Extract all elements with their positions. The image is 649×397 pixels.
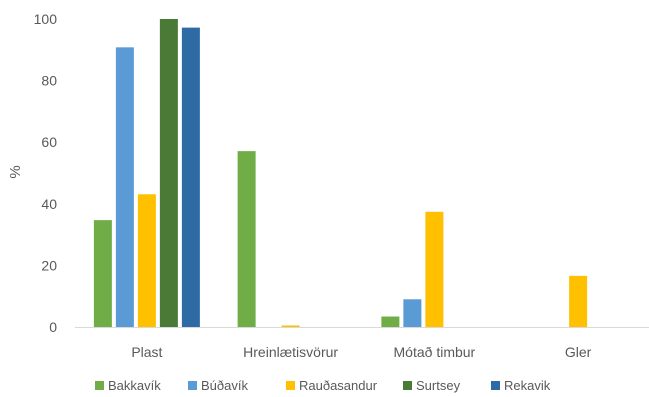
legend-label: Búðavík: [201, 378, 248, 393]
y-tick-label: 100: [34, 11, 58, 27]
bar-2-2: [425, 211, 444, 327]
category-label: Hreinlætisvörur: [243, 344, 338, 360]
legend-swatch: [491, 381, 500, 390]
category-label: Plast: [131, 344, 162, 360]
bar-2-0: [381, 316, 400, 327]
y-tick-label: 60: [41, 134, 57, 150]
legend-swatch: [95, 381, 104, 390]
bar-0-1: [115, 47, 134, 327]
y-tick-label: 20: [41, 257, 57, 273]
legend-swatch: [188, 381, 197, 390]
bar-3-2: [569, 275, 588, 327]
legend-label: Surtsey: [416, 378, 461, 393]
bar-0-0: [93, 220, 112, 327]
y-tick-label: 40: [41, 196, 57, 212]
bar-0-2: [137, 194, 156, 327]
legend-swatch: [403, 381, 412, 390]
legend-label: Rauðasandur: [299, 378, 378, 393]
bar-1-2: [281, 325, 300, 327]
y-tick-label: 80: [41, 73, 57, 89]
bar-2-1: [403, 299, 422, 327]
legend: Bakkavík Búðavík Rauðasandur Surtsey Rekavik: [95, 378, 551, 393]
y-tick-label: 0: [49, 319, 57, 335]
category-label: Gler: [565, 344, 592, 360]
legend-label: Bakkavík: [108, 378, 161, 393]
category-label: Mótað timbur: [394, 344, 476, 360]
bar-0-3: [159, 19, 178, 327]
bar-1-0: [237, 151, 256, 327]
y-axis-title: %: [7, 165, 24, 178]
bar-0-4: [181, 27, 200, 328]
legend-label: Rekavik: [504, 378, 551, 393]
legend-swatch: [286, 381, 295, 390]
